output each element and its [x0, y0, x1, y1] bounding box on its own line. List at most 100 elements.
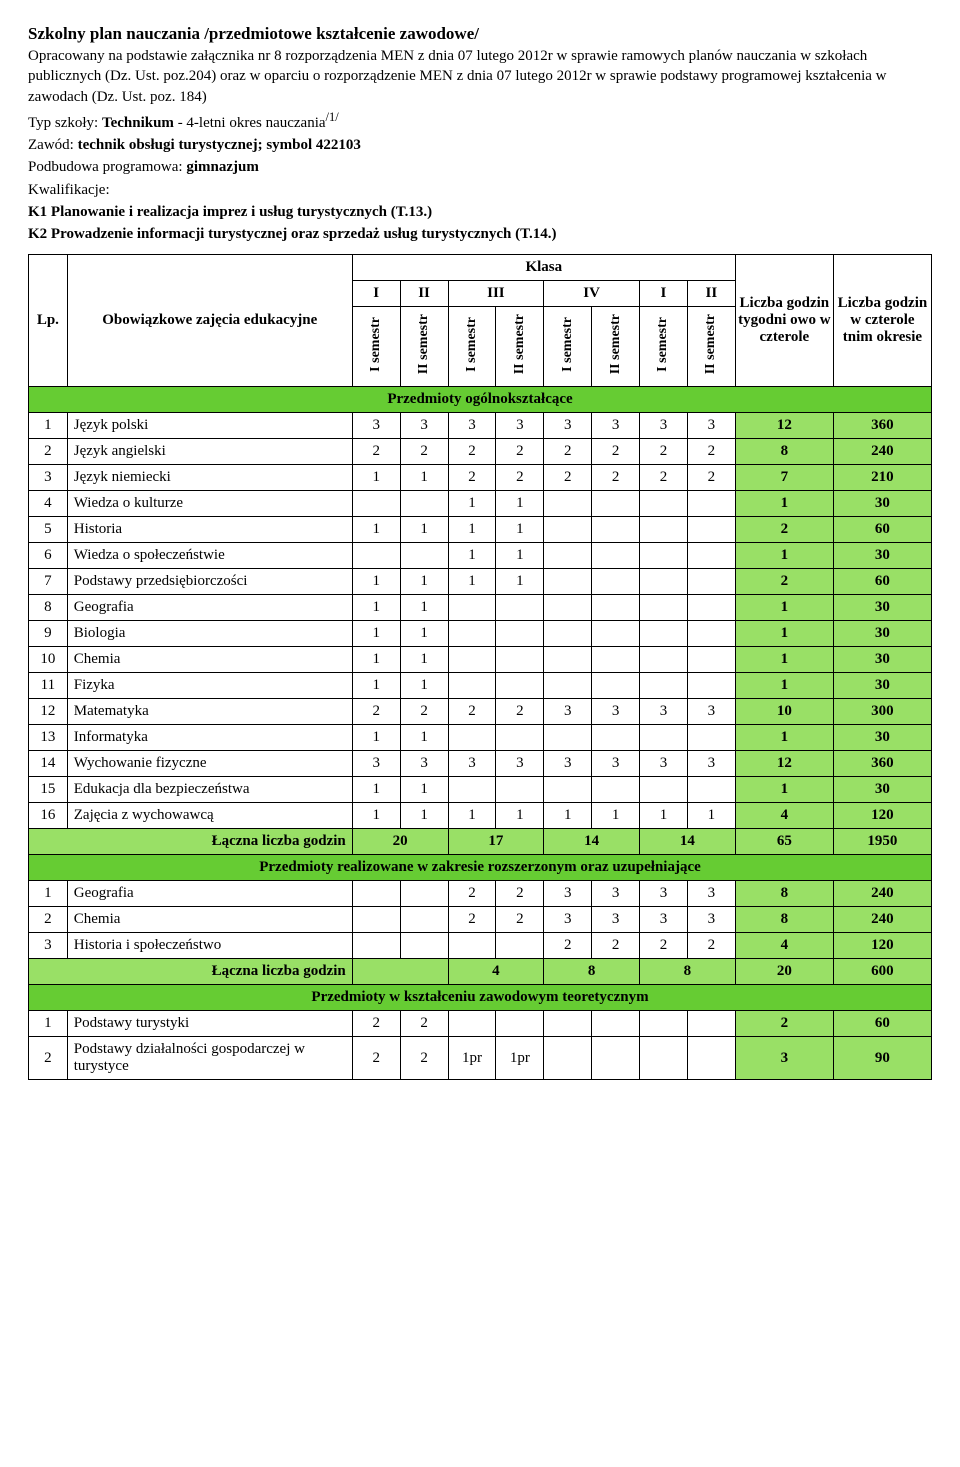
- cell-value: [640, 595, 688, 621]
- cell-total: 30: [833, 647, 931, 673]
- cell-value: 2: [687, 465, 735, 491]
- cell-value: 1: [352, 621, 400, 647]
- cell-weekly: 4: [735, 933, 833, 959]
- cell-value: [400, 491, 448, 517]
- cell-value: 1: [687, 803, 735, 829]
- cell-value: [496, 621, 544, 647]
- cell-value: [687, 777, 735, 803]
- zawod-bold: technik obsługi turystycznej; symbol 422…: [78, 137, 361, 153]
- summary-row: Łączna liczba godzin20171414651950: [29, 829, 932, 855]
- cell-value: [544, 1011, 592, 1037]
- cell-weekly: 7: [735, 465, 833, 491]
- cell-value: [687, 673, 735, 699]
- table-row: 3Historia i społeczeństwo22224120: [29, 933, 932, 959]
- intro-k1: K1 Planowanie i realizacja imprez i usłu…: [28, 202, 932, 222]
- cell-value: 3: [592, 751, 640, 777]
- cell-value: [448, 621, 496, 647]
- cell-value: 1: [352, 595, 400, 621]
- cell-value: [448, 777, 496, 803]
- summary-label: Łączna liczba godzin: [29, 829, 353, 855]
- cell-value: 3: [352, 751, 400, 777]
- cell-value: 3: [592, 413, 640, 439]
- cell-value: 1: [448, 517, 496, 543]
- intro-k2: K2 Prowadzenie informacji turystycznej o…: [28, 224, 932, 244]
- cell-value: 2: [400, 1011, 448, 1037]
- cell-value: 1: [400, 647, 448, 673]
- cell-value: [640, 647, 688, 673]
- cell-value: 1: [496, 517, 544, 543]
- cell-lp: 1: [29, 413, 68, 439]
- section-row: Przedmioty ogólnokształcące: [29, 387, 932, 413]
- cell-value: 1: [400, 569, 448, 595]
- cell-total: 300: [833, 699, 931, 725]
- table-row: 4Wiedza o kulturze11130: [29, 491, 932, 517]
- cell-value: [496, 933, 544, 959]
- cell-weekly: 1: [735, 595, 833, 621]
- section-row: Przedmioty w kształceniu zawodowym teore…: [29, 985, 932, 1011]
- cell-total: 240: [833, 881, 931, 907]
- cell-value: [400, 907, 448, 933]
- th-total: Liczba godzin w czterole tnim okresie: [833, 255, 931, 387]
- cell-value: 3: [687, 699, 735, 725]
- typ-rest: - 4-letni okres nauczania: [174, 115, 326, 131]
- cell-value: 1: [544, 803, 592, 829]
- cell-lp: 1: [29, 881, 68, 907]
- table-row: 2Język angielski222222228240: [29, 439, 932, 465]
- cell-value: [687, 517, 735, 543]
- cell-value: 1pr: [496, 1037, 544, 1080]
- table-row: 11Fizyka11130: [29, 673, 932, 699]
- cell-weekly: 8: [735, 881, 833, 907]
- cell-lp: 12: [29, 699, 68, 725]
- cell-value: 3: [544, 413, 592, 439]
- th-weekly: Liczba godzin tygodni owo w czterole: [735, 255, 833, 387]
- th-sem: II semestr: [687, 307, 735, 387]
- section-row: Przedmioty realizowane w zakresie rozsze…: [29, 855, 932, 881]
- cell-value: 1: [400, 725, 448, 751]
- table-row: 14Wychowanie fizyczne3333333312360: [29, 751, 932, 777]
- cell-lp: 9: [29, 621, 68, 647]
- cell-value: [640, 1011, 688, 1037]
- table-row: 1Geografia2233338240: [29, 881, 932, 907]
- cell-value: 1: [448, 491, 496, 517]
- cell-weekly: 1: [735, 647, 833, 673]
- table-row: 10Chemia11130: [29, 647, 932, 673]
- cell-weekly: 2: [735, 1011, 833, 1037]
- summary-pair: 4: [448, 959, 544, 985]
- cell-value: 2: [496, 699, 544, 725]
- cell-value: 3: [544, 751, 592, 777]
- table-row: 6Wiedza o społeczeństwie11130: [29, 543, 932, 569]
- cell-value: 2: [352, 699, 400, 725]
- cell-weekly: 1: [735, 491, 833, 517]
- typ-bold: Technikum: [102, 115, 174, 131]
- cell-value: [448, 595, 496, 621]
- cell-value: [592, 569, 640, 595]
- cell-subject: Geografia: [67, 595, 352, 621]
- summary-pair: [352, 959, 448, 985]
- cell-value: 2: [592, 439, 640, 465]
- summary-pair: 20: [352, 829, 448, 855]
- cell-value: 1: [400, 673, 448, 699]
- cell-value: 3: [687, 907, 735, 933]
- cell-value: [592, 595, 640, 621]
- cell-value: [592, 517, 640, 543]
- cell-value: [448, 725, 496, 751]
- cell-value: 1: [400, 465, 448, 491]
- cell-value: [544, 517, 592, 543]
- cell-weekly: 1: [735, 777, 833, 803]
- cell-value: 2: [496, 439, 544, 465]
- summary-weekly: 20: [735, 959, 833, 985]
- cell-value: [687, 491, 735, 517]
- th-sem: I semestr: [448, 307, 496, 387]
- summary-pair: 8: [640, 959, 736, 985]
- cell-subject: Matematyka: [67, 699, 352, 725]
- cell-value: [448, 673, 496, 699]
- table-row: 15Edukacja dla bezpieczeństwa11130: [29, 777, 932, 803]
- cell-weekly: 1: [735, 725, 833, 751]
- zawod-prefix: Zawód:: [28, 137, 78, 153]
- sem-label: II semestr: [608, 312, 624, 376]
- cell-value: 2: [448, 907, 496, 933]
- cell-value: [592, 725, 640, 751]
- section-title: Przedmioty ogólnokształcące: [29, 387, 932, 413]
- th-class-5: II: [687, 281, 735, 307]
- cell-value: 2: [592, 933, 640, 959]
